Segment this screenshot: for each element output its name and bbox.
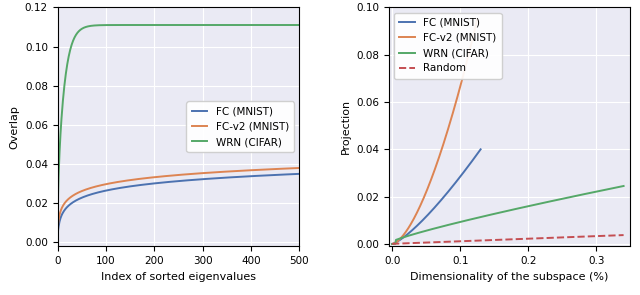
Y-axis label: Projection: Projection	[340, 99, 351, 154]
X-axis label: Dimensionality of the subspace (%): Dimensionality of the subspace (%)	[410, 272, 609, 282]
Y-axis label: Overlap: Overlap	[9, 105, 19, 149]
Legend: FC (MNIST), FC-v2 (MNIST), WRN (CIFAR): FC (MNIST), FC-v2 (MNIST), WRN (CIFAR)	[186, 101, 294, 152]
Legend: FC (MNIST), FC-v2 (MNIST), WRN (CIFAR), Random: FC (MNIST), FC-v2 (MNIST), WRN (CIFAR), …	[394, 13, 502, 79]
X-axis label: Index of sorted eigenvalues: Index of sorted eigenvalues	[101, 272, 256, 282]
